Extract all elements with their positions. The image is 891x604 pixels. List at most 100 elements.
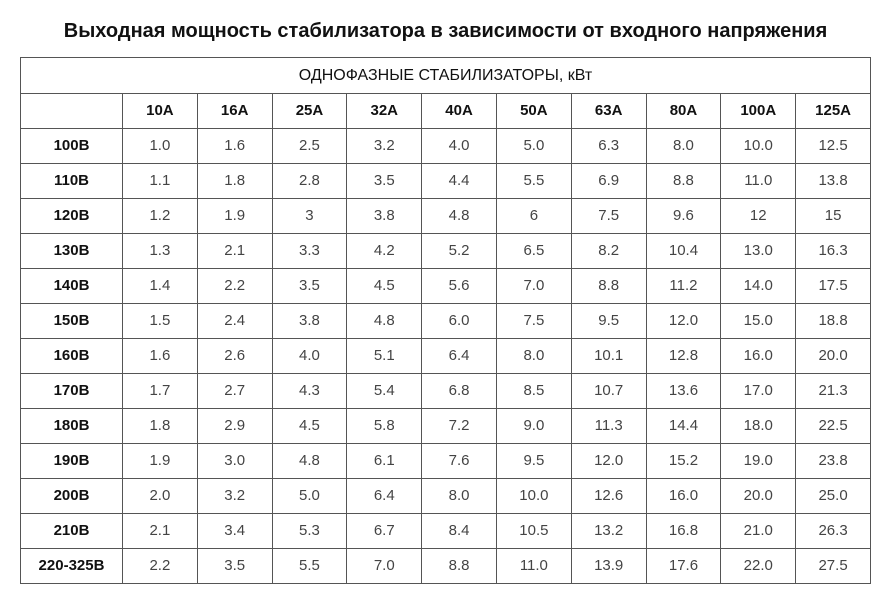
cell-value: 10.0 [721,129,796,164]
cell-value: 6.8 [422,374,497,409]
row-head-voltage: 140В [21,269,123,304]
cell-value: 2.7 [197,374,272,409]
cell-value: 10.7 [571,374,646,409]
row-head-voltage: 170В [21,374,123,409]
cell-value: 7.2 [422,409,497,444]
cell-value: 1.9 [197,199,272,234]
cell-value: 12.5 [796,129,871,164]
cell-value: 26.3 [796,514,871,549]
cell-value: 15 [796,199,871,234]
col-head: 125А [796,94,871,129]
cell-value: 16.8 [646,514,721,549]
table-row: 210В2.13.45.36.78.410.513.216.821.026.3 [21,514,871,549]
column-header-row: 10А 16А 25А 32А 40А 50А 63А 80А 100А 125… [21,94,871,129]
cell-value: 3.0 [197,444,272,479]
cell-value: 9.6 [646,199,721,234]
cell-value: 6.4 [347,479,422,514]
page-title: Выходная мощность стабилизатора в зависи… [20,20,871,43]
cell-value: 15.2 [646,444,721,479]
cell-value: 6.0 [422,304,497,339]
cell-value: 16.0 [721,339,796,374]
cell-value: 4.3 [272,374,347,409]
cell-value: 8.5 [496,374,571,409]
cell-value: 17.5 [796,269,871,304]
cell-value: 6.1 [347,444,422,479]
cell-value: 2.6 [197,339,272,374]
cell-value: 18.8 [796,304,871,339]
cell-value: 10.5 [496,514,571,549]
cell-value: 7.5 [496,304,571,339]
table-row: 190В1.93.04.86.17.69.512.015.219.023.8 [21,444,871,479]
cell-value: 14.4 [646,409,721,444]
cell-value: 2.9 [197,409,272,444]
row-head-voltage: 180В [21,409,123,444]
col-head: 63А [571,94,646,129]
row-head-voltage: 160В [21,339,123,374]
col-head: 80А [646,94,721,129]
table-row: 150В1.52.43.84.86.07.59.512.015.018.8 [21,304,871,339]
cell-value: 5.6 [422,269,497,304]
cell-value: 6 [496,199,571,234]
cell-value: 12.8 [646,339,721,374]
cell-value: 13.8 [796,164,871,199]
cell-value: 1.2 [122,199,197,234]
cell-value: 9.5 [571,304,646,339]
cell-value: 12.6 [571,479,646,514]
cell-value: 4.8 [347,304,422,339]
cell-value: 12.0 [571,444,646,479]
table-row: 120В1.21.933.84.867.59.61215 [21,199,871,234]
cell-value: 7.6 [422,444,497,479]
cell-value: 6.7 [347,514,422,549]
table-row: 200В2.03.25.06.48.010.012.616.020.025.0 [21,479,871,514]
cell-value: 21.0 [721,514,796,549]
table-row: 140В1.42.23.54.55.67.08.811.214.017.5 [21,269,871,304]
cell-value: 13.0 [721,234,796,269]
cell-value: 5.4 [347,374,422,409]
cell-value: 3.2 [347,129,422,164]
cell-value: 1.7 [122,374,197,409]
cell-value: 8.0 [496,339,571,374]
cell-value: 21.3 [796,374,871,409]
cell-value: 17.6 [646,549,721,584]
col-head: 32А [347,94,422,129]
table-row: 220-325В2.23.55.57.08.811.013.917.622.02… [21,549,871,584]
row-head-voltage: 220-325В [21,549,123,584]
cell-value: 8.4 [422,514,497,549]
cell-value: 3.4 [197,514,272,549]
cell-value: 3.5 [347,164,422,199]
col-head: 50А [496,94,571,129]
cell-value: 7.0 [347,549,422,584]
cell-value: 8.2 [571,234,646,269]
cell-value: 4.5 [272,409,347,444]
cell-value: 5.5 [496,164,571,199]
cell-value: 1.9 [122,444,197,479]
cell-value: 4.8 [272,444,347,479]
cell-value: 4.5 [347,269,422,304]
cell-value: 11.0 [721,164,796,199]
cell-value: 25.0 [796,479,871,514]
cell-value: 2.0 [122,479,197,514]
cell-value: 1.6 [197,129,272,164]
cell-value: 11.2 [646,269,721,304]
cell-value: 5.0 [272,479,347,514]
cell-value: 8.8 [571,269,646,304]
row-head-voltage: 120В [21,199,123,234]
cell-value: 3.8 [347,199,422,234]
power-table: ОДНОФАЗНЫЕ СТАБИЛИЗАТОРЫ, кВт 10А 16А 25… [20,57,871,584]
cell-value: 16.3 [796,234,871,269]
col-head: 100А [721,94,796,129]
row-head-voltage: 150В [21,304,123,339]
cell-value: 5.8 [347,409,422,444]
cell-value: 18.0 [721,409,796,444]
cell-value: 17.0 [721,374,796,409]
cell-value: 2.2 [122,549,197,584]
cell-value: 2.2 [197,269,272,304]
cell-value: 5.2 [422,234,497,269]
cell-value: 11.0 [496,549,571,584]
row-head-voltage: 210В [21,514,123,549]
cell-value: 20.0 [796,339,871,374]
table-row: 160В1.62.64.05.16.48.010.112.816.020.0 [21,339,871,374]
cell-value: 3.8 [272,304,347,339]
cell-value: 8.0 [422,479,497,514]
cell-value: 13.9 [571,549,646,584]
